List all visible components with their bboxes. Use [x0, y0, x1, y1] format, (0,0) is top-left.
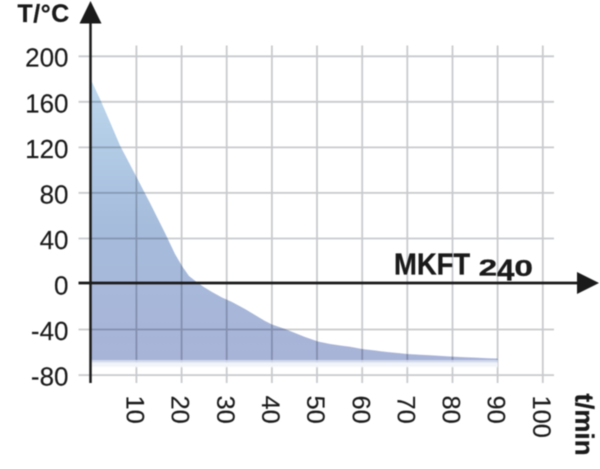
svg-text:0: 0 [54, 271, 68, 301]
svg-text:100: 100 [527, 396, 555, 438]
svg-text:50: 50 [301, 396, 329, 424]
svg-text:30: 30 [211, 396, 239, 424]
svg-text:-40: -40 [31, 316, 69, 346]
svg-text:MKFT: MKFT [394, 248, 470, 282]
svg-text:20: 20 [166, 396, 194, 424]
svg-text:t/min: t/min [570, 394, 600, 456]
svg-text:120: 120 [25, 134, 68, 164]
svg-text:60: 60 [346, 396, 374, 424]
svg-text:90: 90 [482, 396, 510, 424]
svg-text:T/°C: T/°C [18, 1, 70, 28]
svg-text:80: 80 [40, 179, 69, 209]
svg-text:0: 0 [514, 256, 533, 282]
svg-text:80: 80 [437, 396, 465, 424]
svg-text:4: 4 [497, 253, 515, 287]
svg-text:70: 70 [391, 396, 419, 424]
svg-text:200: 200 [25, 43, 68, 73]
svg-text:2: 2 [479, 255, 498, 281]
svg-text:160: 160 [25, 88, 68, 118]
svg-text:40: 40 [40, 225, 69, 255]
svg-text:10: 10 [121, 396, 149, 424]
svg-text:-80: -80 [31, 362, 69, 392]
svg-text:40: 40 [256, 396, 284, 424]
